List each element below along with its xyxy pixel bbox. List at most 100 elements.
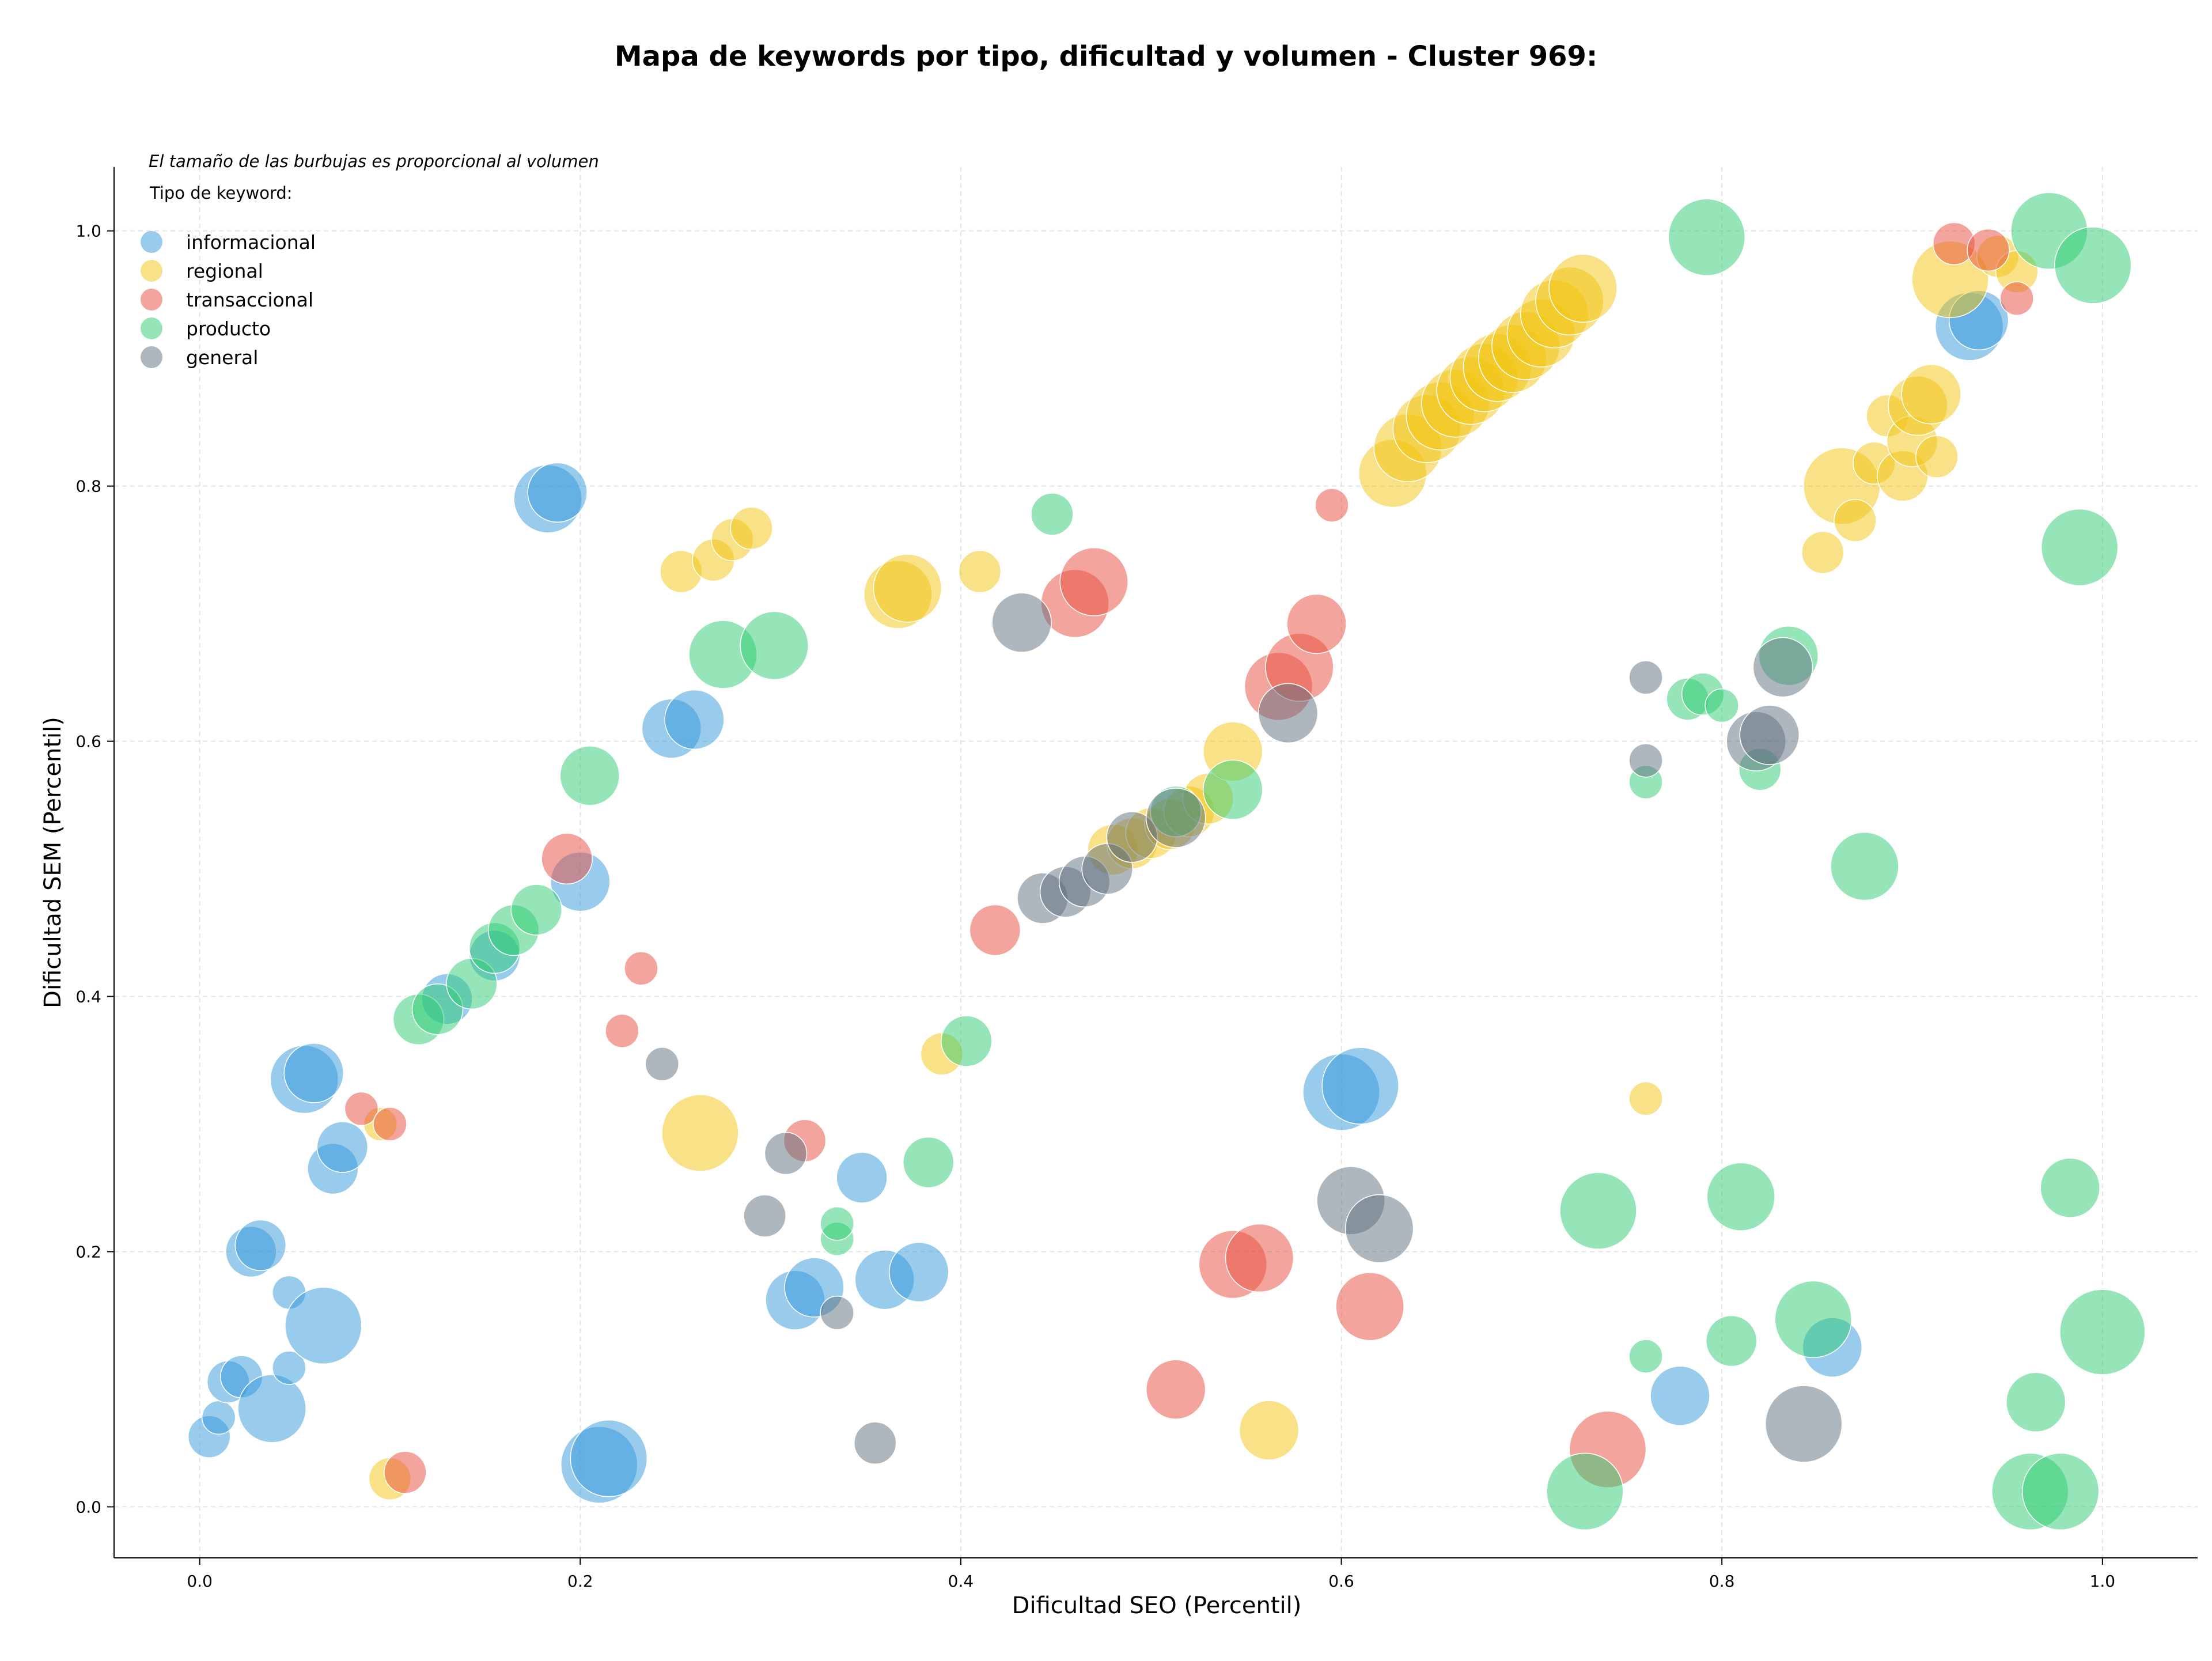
- y-tick-label: 0.4: [75, 987, 101, 1007]
- x-tick-label: 0.4: [948, 1572, 974, 1591]
- bubble-regional: [730, 506, 773, 550]
- bubble-transaccional: [1999, 281, 2034, 316]
- legend-marker-transaccional: [141, 289, 162, 311]
- bubble-general: [1628, 743, 1663, 778]
- bubble-general: [820, 1296, 854, 1330]
- y-axis-label: Dificultad SEM (Percentil): [40, 717, 66, 1008]
- bubble-producto: [1830, 831, 1899, 901]
- bubble-producto: [2040, 1157, 2100, 1218]
- bubble-producto: [1705, 688, 1739, 723]
- legend-marker-general: [141, 346, 162, 368]
- bubble-producto: [1668, 198, 1746, 277]
- y-tick-label: 0.8: [75, 477, 101, 496]
- legend-label-regional: regional: [186, 260, 263, 282]
- x-tick-label: 0.8: [1709, 1572, 1735, 1591]
- bubble-informacional: [272, 1350, 306, 1385]
- bubble-regional: [1801, 531, 1844, 574]
- bubble-transaccional: [1315, 488, 1349, 523]
- bubble-informacional: [237, 1374, 306, 1443]
- bubble-producto: [1203, 759, 1263, 820]
- bubble-general: [1344, 1194, 1414, 1263]
- bubble-informacional: [283, 1043, 344, 1103]
- legend-label-transaccional: transaccional: [186, 289, 313, 311]
- bubble-producto: [1774, 1280, 1853, 1359]
- bubble-transaccional: [969, 904, 1021, 956]
- bubble-transaccional: [384, 1451, 427, 1494]
- bubble-general: [1628, 660, 1663, 695]
- chart-title: Mapa de keywords por tipo, dificultad y …: [614, 40, 1598, 73]
- bubble-regional: [958, 550, 1002, 593]
- legend-label-general: general: [186, 346, 258, 369]
- bubble-transaccional: [624, 951, 658, 986]
- bubble-informacional: [836, 1152, 888, 1204]
- bubble-informacional: [316, 1121, 369, 1173]
- x-axis-label: Dificultad SEO (Percentil): [1012, 1592, 1302, 1619]
- y-tick-label: 0.6: [75, 732, 101, 751]
- x-tick-label: 1.0: [2090, 1572, 2116, 1591]
- bubble-regional: [1628, 1081, 1663, 1116]
- y-tick-label: 0.2: [75, 1242, 101, 1261]
- bubble-transaccional: [1225, 1223, 1294, 1293]
- x-ticks: 0.0 0.2 0.4 0.6 0.8 1.0: [187, 1558, 2115, 1591]
- bubble-general: [1752, 637, 1813, 698]
- bubble-producto: [941, 1015, 993, 1067]
- y-tick-label: 1.0: [75, 222, 101, 241]
- y-tick-label: 0.0: [75, 1497, 101, 1516]
- bubble-transaccional: [1059, 547, 1128, 616]
- bubble-transaccional: [1335, 1272, 1404, 1341]
- x-tick-label: 0.6: [1328, 1572, 1354, 1591]
- bubble-regional: [1238, 1400, 1300, 1461]
- x-tick-label: 0.2: [567, 1572, 593, 1591]
- bubble-producto: [2005, 1372, 2066, 1433]
- bubble-general: [1145, 788, 1206, 848]
- bubble-informacional: [1321, 1047, 1399, 1125]
- bubble-size-note: El tamaño de las burbujas es proporciona…: [149, 152, 599, 171]
- bubble-general: [991, 592, 1052, 653]
- bubble-general: [1739, 705, 1800, 765]
- bubble-producto: [2059, 1289, 2146, 1375]
- bubble-general: [1257, 683, 1319, 744]
- bubble-regional: [1834, 499, 1877, 542]
- bubble-informacional: [234, 1219, 287, 1272]
- bubble-producto: [1546, 1452, 1624, 1531]
- bubble-producto: [1706, 1162, 1775, 1231]
- bubble-regional: [661, 1094, 739, 1172]
- bubble-producto: [903, 1136, 955, 1189]
- legend-marker-regional: [141, 260, 162, 282]
- bubble-general: [854, 1421, 897, 1465]
- bubble-producto: [1705, 1315, 1758, 1367]
- bubble-producto: [510, 884, 563, 936]
- bubble-producto: [1031, 493, 1074, 536]
- axes: [113, 167, 2198, 1558]
- bubble-producto: [2040, 508, 2119, 587]
- bubble-general: [645, 1047, 680, 1081]
- y-ticks: 0.0 0.2 0.4 0.6 0.8 1.0: [75, 222, 114, 1516]
- bubbles-layer: [187, 192, 2146, 1531]
- bubble-informacional: [570, 1420, 648, 1497]
- bubble-producto: [1628, 1339, 1663, 1374]
- bubble-regional: [873, 554, 942, 623]
- bubble-transaccional: [541, 833, 593, 885]
- bubble-informacional: [201, 1400, 236, 1435]
- bubble-transaccional: [1967, 228, 2010, 272]
- legend-title: Tipo de keyword:: [149, 183, 293, 203]
- bubble-informacional: [664, 689, 725, 750]
- bubble-general: [764, 1132, 808, 1175]
- bubble-transaccional: [1145, 1359, 1206, 1420]
- bubble-transaccional: [605, 1013, 639, 1049]
- bubble-general: [1764, 1385, 1843, 1463]
- legend-marker-producto: [141, 317, 162, 339]
- bubble-producto: [820, 1206, 854, 1241]
- bubble-producto: [2054, 226, 2132, 304]
- bubble-informacional: [527, 462, 588, 523]
- bubble-transaccional: [344, 1091, 379, 1126]
- bubble-producto: [2021, 1452, 2100, 1531]
- bubble-general: [743, 1194, 786, 1238]
- bubble-regional: [1915, 435, 1959, 478]
- bubble-informacional: [889, 1242, 949, 1303]
- legend-label-producto: producto: [186, 317, 271, 340]
- bubble-informacional: [1650, 1365, 1710, 1426]
- bubble-informacional: [285, 1287, 362, 1365]
- bubble-producto: [1559, 1172, 1637, 1250]
